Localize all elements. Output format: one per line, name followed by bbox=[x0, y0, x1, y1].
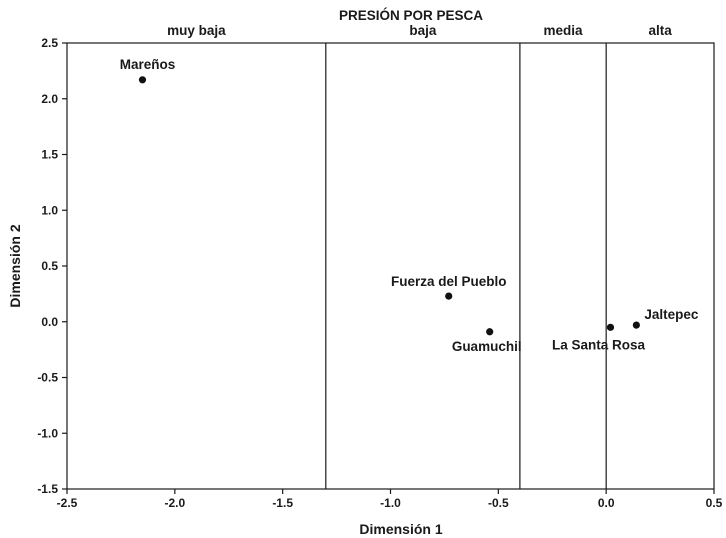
data-point-label: Guamuchil bbox=[452, 339, 522, 354]
x-tick-label: -0.5 bbox=[488, 496, 509, 510]
zone-label: baja bbox=[409, 23, 437, 38]
data-point-label: Mareños bbox=[120, 57, 176, 72]
x-tick-label: 0.5 bbox=[706, 496, 723, 510]
y-tick-label: 2.0 bbox=[41, 92, 58, 106]
y-tick-label: 0.0 bbox=[41, 315, 58, 329]
x-tick-label: 0.0 bbox=[598, 496, 615, 510]
data-point-marker bbox=[445, 292, 453, 300]
plot-frame bbox=[66, 42, 715, 490]
x-tick-label: -1.5 bbox=[272, 496, 293, 510]
zone-label: media bbox=[544, 23, 584, 38]
y-tick-label: -1.0 bbox=[37, 426, 58, 440]
data-point-marker bbox=[138, 76, 147, 84]
y-tick-label: 2.5 bbox=[41, 36, 58, 50]
y-axis-ticks: 2.5 2.0 1.5 1.0 0.5 0.0 -0.5 -1.0 -1.5 bbox=[37, 36, 67, 496]
data-point-label: Fuerza del Pueblo bbox=[391, 274, 507, 289]
y-tick-label: -1.5 bbox=[37, 482, 58, 496]
data-points: Mareños Fuerza del Pueblo Guamuchil La Sant… bbox=[120, 57, 699, 354]
x-tick-label: -2.0 bbox=[164, 496, 185, 510]
y-axis-label: Dimensión 2 bbox=[7, 224, 23, 307]
data-point-marker bbox=[486, 328, 494, 336]
x-axis-ticks: -2.5 -2.0 -1.5 -1.0 -0.5 0.0 0.5 bbox=[57, 489, 723, 510]
data-point-marker bbox=[606, 323, 615, 331]
plot-border bbox=[66, 42, 715, 490]
x-tick-label: -1.0 bbox=[380, 496, 401, 510]
y-tick-label: 0.5 bbox=[41, 259, 58, 273]
data-point-label: La Santa Rosa bbox=[552, 337, 646, 352]
data-point-label: Jaltepec bbox=[644, 307, 699, 322]
y-tick-label: 1.0 bbox=[41, 203, 58, 217]
zone-labels: muy baja baja media alta bbox=[167, 23, 672, 38]
chart-title: PRESIÓN POR PESCA bbox=[339, 8, 483, 23]
zone-label: muy baja bbox=[167, 23, 226, 38]
y-tick-label: 1.5 bbox=[41, 148, 58, 162]
x-tick-label: -2.5 bbox=[57, 496, 78, 510]
zone-label: alta bbox=[648, 23, 672, 38]
x-axis-label: Dimensión 1 bbox=[359, 521, 442, 537]
data-point-marker bbox=[632, 321, 640, 329]
zone-boundaries bbox=[325, 43, 607, 489]
y-tick-label: -0.5 bbox=[37, 371, 58, 385]
